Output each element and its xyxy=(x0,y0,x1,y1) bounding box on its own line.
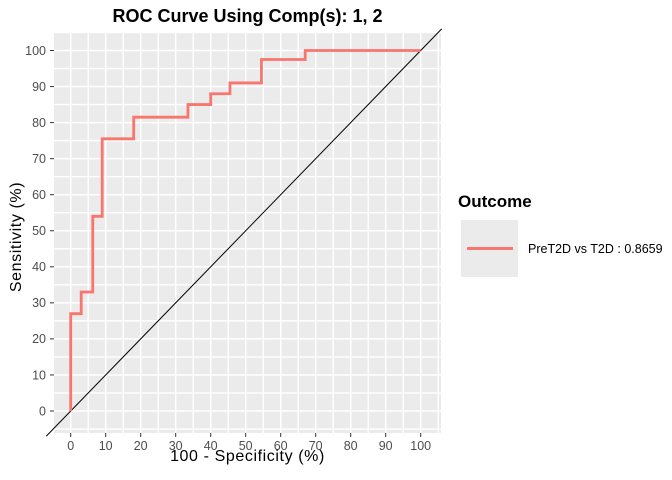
legend-line-icon xyxy=(466,246,513,251)
x-tick-label: 80 xyxy=(344,439,358,453)
y-tick-label: 40 xyxy=(32,260,46,274)
x-tick-label: 0 xyxy=(67,439,74,453)
x-tick-label: 50 xyxy=(239,439,253,453)
y-tick-label: 30 xyxy=(32,296,46,310)
x-tick-label: 60 xyxy=(274,439,288,453)
x-tick-label: 70 xyxy=(309,439,323,453)
y-tick-label: 10 xyxy=(32,368,46,382)
x-tick-label: 10 xyxy=(99,439,113,453)
x-tick-label: 20 xyxy=(134,439,148,453)
y-tick-label: 70 xyxy=(32,152,46,166)
y-tick-label: 20 xyxy=(32,332,46,346)
x-tick-label: 40 xyxy=(204,439,218,453)
legend-entry: PreT2D vs T2D : 0.8659 xyxy=(461,220,663,277)
y-tick-label: 90 xyxy=(32,80,46,94)
y-tick-label: 60 xyxy=(32,188,46,202)
y-axis-title: Sensitivity (%) xyxy=(8,181,25,293)
plot-panel xyxy=(54,33,441,433)
y-tick-label: 50 xyxy=(32,224,46,238)
legend: Outcome PreT2D vs T2D : 0.8659 xyxy=(458,192,663,277)
x-axis-title: 100 - Specificity (%) xyxy=(170,448,325,465)
y-tick-label: 80 xyxy=(32,116,46,130)
y-axis: 0 10 20 30 40 50 60 70 80 90 100 xyxy=(25,44,54,418)
legend-key-box xyxy=(461,220,518,277)
y-tick-label: 100 xyxy=(25,44,46,58)
chance-diagonal-line xyxy=(45,28,443,437)
legend-title: Outcome xyxy=(458,192,532,211)
x-tick-label: 30 xyxy=(169,439,183,453)
legend-label: PreT2D vs T2D : 0.8659 xyxy=(528,241,663,256)
roc-curve-line xyxy=(69,49,421,411)
chart-title: ROC Curve Using Comp(s): 1, 2 xyxy=(112,6,383,26)
x-tick-label: 90 xyxy=(379,439,393,453)
x-tick-label: 100 xyxy=(410,439,431,453)
x-axis: 0 10 20 30 40 50 60 70 80 90 100 xyxy=(67,433,431,453)
y-tick-label: 0 xyxy=(39,404,46,418)
